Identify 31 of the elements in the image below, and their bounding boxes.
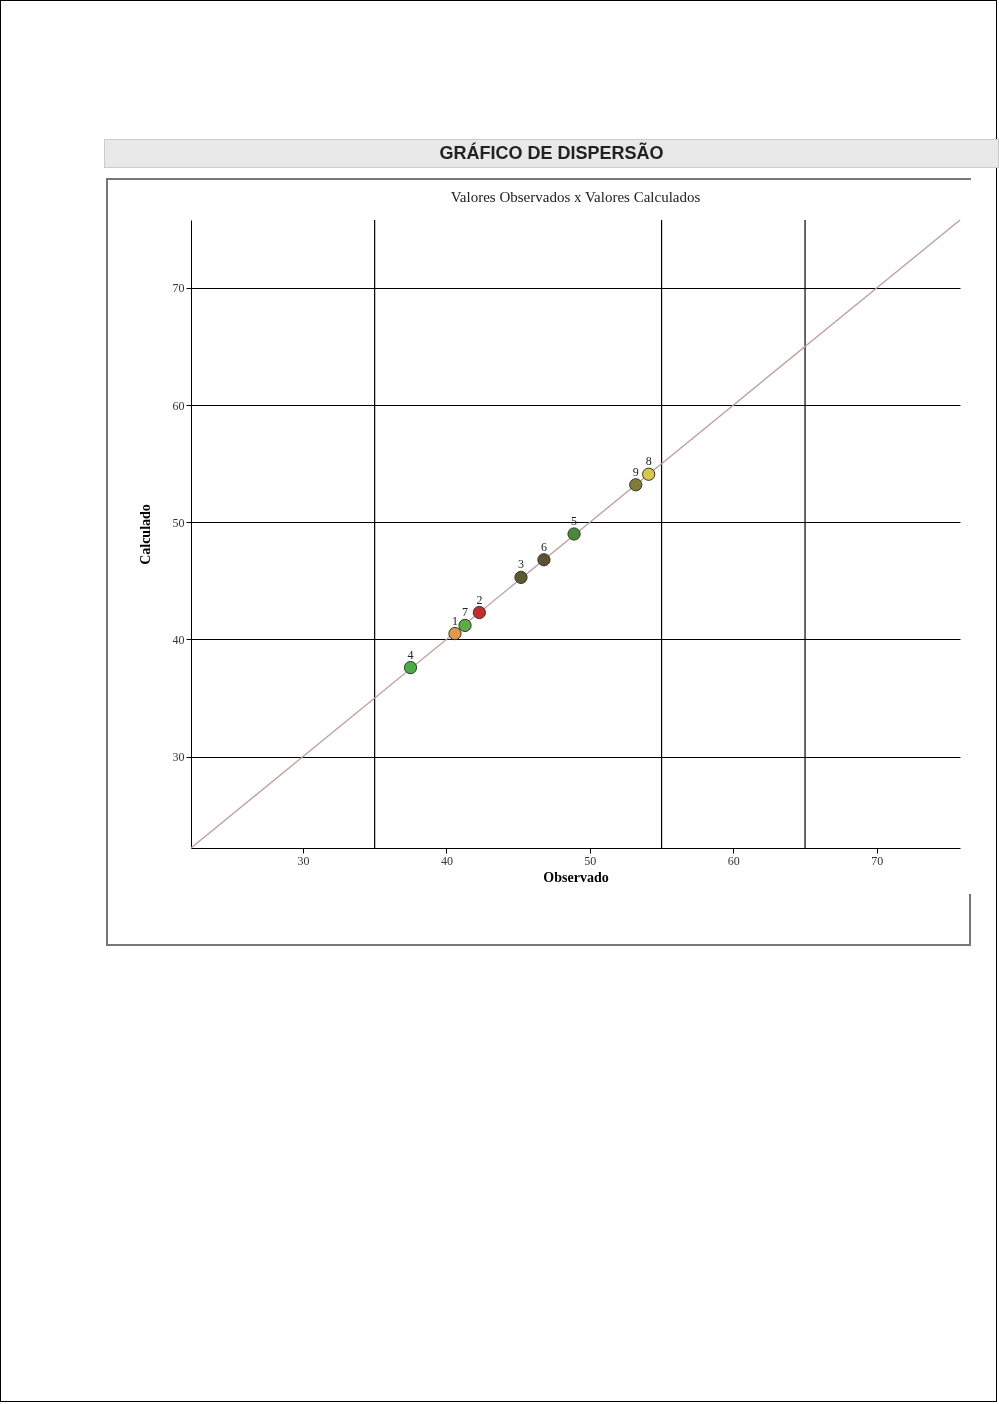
x-axis-title: Observado: [543, 869, 609, 885]
y-tick-label: 30: [172, 750, 185, 765]
point: [642, 467, 656, 481]
x-tick-label: 40: [440, 853, 453, 868]
annotation: 8: [645, 454, 652, 469]
x-tick-label: 60: [727, 853, 740, 868]
annotation: 4: [407, 647, 414, 662]
y-tick-label: 70: [172, 281, 185, 296]
point: [403, 660, 418, 675]
y-tick-label: 50: [172, 515, 185, 530]
annotation: 9: [632, 464, 639, 479]
point: [458, 618, 472, 632]
annotation: 6: [540, 539, 547, 554]
x-tick-label: 30: [297, 853, 310, 868]
point: [514, 570, 528, 584]
x-tick-label: 70: [871, 853, 884, 868]
point: [537, 553, 551, 567]
annotation: 2: [476, 592, 483, 607]
annotation: 1: [451, 613, 458, 628]
point: [629, 478, 643, 492]
annotation: 7: [462, 605, 469, 620]
point: [448, 626, 462, 641]
point: [472, 605, 486, 620]
x-tick-label: 50: [584, 853, 597, 868]
y-tick-label: 40: [172, 632, 185, 647]
y-tick-label: 60: [172, 398, 185, 413]
chart-subtitle: Valores Observados x Valores Calculados: [450, 189, 701, 206]
point: [567, 527, 581, 541]
y-axis-title: Calculado: [137, 504, 153, 565]
annotation: 3: [517, 557, 524, 572]
chart-title: GRÁFICO DE DISPERSÃO: [104, 139, 999, 168]
